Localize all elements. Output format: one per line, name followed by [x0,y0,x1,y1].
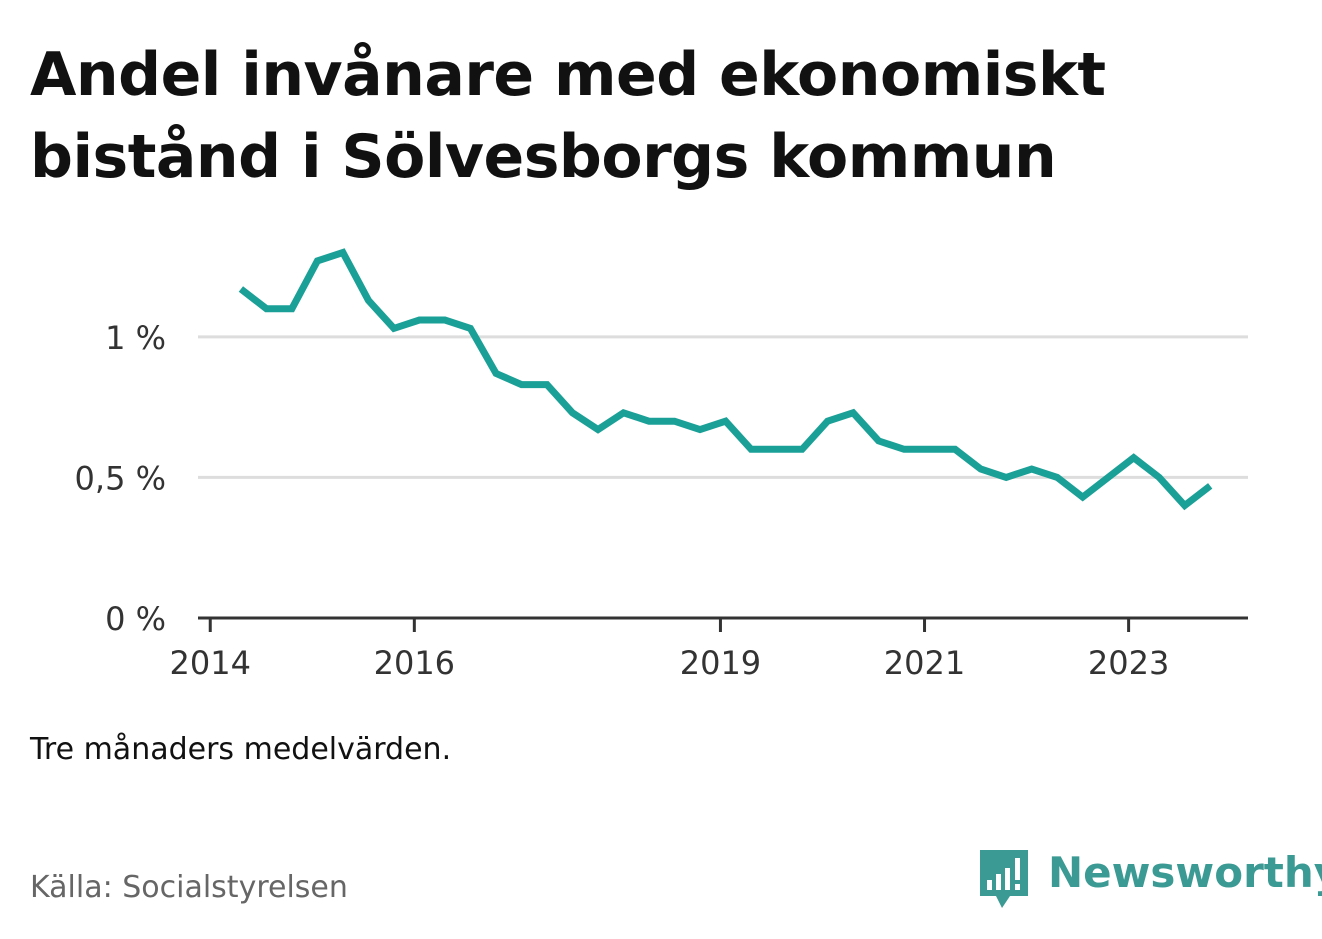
newsworthy-logo-icon [980,850,1028,908]
x-tick-label: 2014 [170,644,251,682]
series-line [238,248,1213,511]
brand-name: Newsworthy [1048,848,1322,897]
grid-layer [198,335,1248,479]
page-title: Andel invånare med ekonomiskt bistånd i … [30,40,1106,192]
series-layer [238,248,1213,511]
x-tick-label: 2021 [884,644,965,682]
y-tick-label: 0 % [105,600,166,638]
chart-note: Tre månaders medelvärden. [30,732,452,767]
x-tick-label: 2023 [1088,644,1169,682]
source-text: Källa: Socialstyrelsen [30,870,348,905]
x-tick-label: 2016 [374,644,455,682]
y-tick-label: 1 % [105,319,166,357]
x-tick-label: 2019 [680,644,761,682]
y-axis-labels: 0 % 0,5 % 1 % [75,319,166,638]
x-axis: 2014 2016 2019 2021 2023 [170,616,1248,682]
y-tick-label: 0,5 % [75,459,166,497]
